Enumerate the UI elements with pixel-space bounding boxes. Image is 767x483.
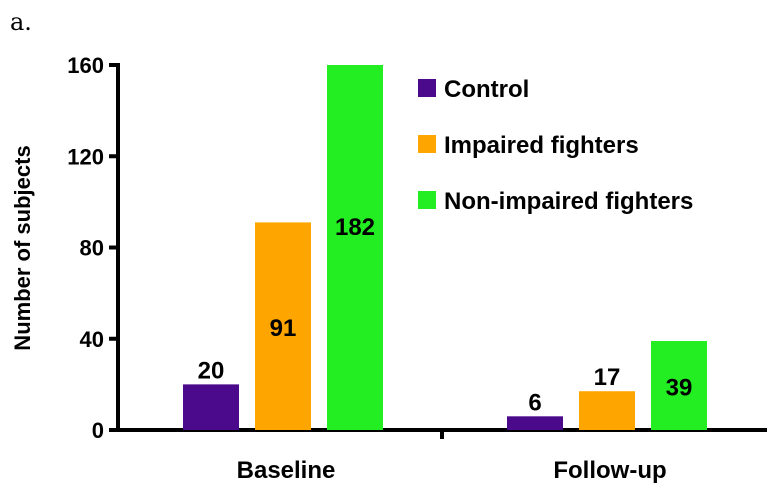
legend-entry: Non-impaired fighters <box>444 188 693 215</box>
data-label: 182 <box>335 214 375 241</box>
panel-label: a. <box>10 8 32 36</box>
legend-entry: Impaired fighters <box>444 132 639 159</box>
legend-swatch <box>418 191 436 209</box>
bar-impaired-fighters-baseline <box>255 222 311 430</box>
legend: Control Impaired fighters Non-impaired fig… <box>418 76 693 215</box>
bar-non-impaired-fighters-follow-up <box>651 341 707 430</box>
plot-area: 0 40 80 120 160 20 91 182 6 17 39 Baseline Follow-up <box>67 53 767 483</box>
legend-swatch <box>418 135 436 153</box>
bar-control-baseline <box>183 384 239 430</box>
legend-entry: Control <box>444 76 529 103</box>
y-tick-label: 120 <box>67 144 104 169</box>
data-label: 6 <box>528 389 541 416</box>
bar-control-follow-up <box>507 416 563 430</box>
legend-swatch <box>418 79 436 97</box>
bar-non-impaired-fighters-baseline <box>327 65 383 430</box>
bar-impaired-fighters-follow-up <box>579 391 635 430</box>
y-axis-title: Number of subjects <box>10 145 35 350</box>
data-label: 91 <box>270 315 297 342</box>
data-label: 39 <box>666 375 693 402</box>
y-tick-label: 40 <box>80 327 104 352</box>
x-tick-label: Follow-up <box>553 457 666 483</box>
data-label: 20 <box>198 357 225 384</box>
y-tick-label: 0 <box>92 418 104 443</box>
y-tick-label: 160 <box>67 53 104 78</box>
data-label: 17 <box>594 364 621 391</box>
x-tick-label: Baseline <box>237 457 336 483</box>
y-tick-label: 80 <box>80 236 104 261</box>
